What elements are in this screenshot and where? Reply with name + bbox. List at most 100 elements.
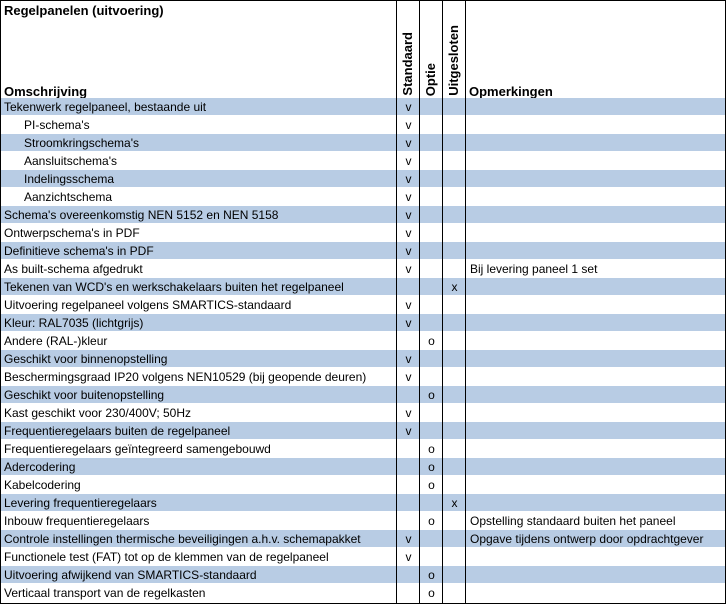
row-excluded-mark bbox=[443, 584, 466, 601]
row-option-mark bbox=[420, 314, 443, 331]
row-description: Tekenen van WCD's en werkschakelaars bui… bbox=[4, 280, 344, 294]
row-description: Aanzichtschema bbox=[24, 190, 113, 204]
header-option-cell: Optie bbox=[420, 1, 443, 98]
row-excluded-mark: x bbox=[451, 496, 458, 510]
row-remarks bbox=[466, 224, 725, 241]
row-description: Frequentieregelaars buiten de regelpanee… bbox=[4, 424, 231, 438]
row-remarks bbox=[466, 440, 725, 457]
row-standard-mark bbox=[397, 278, 420, 295]
row-standard-mark: v bbox=[405, 154, 412, 168]
row-option-mark: o bbox=[428, 442, 435, 456]
row-option-mark bbox=[420, 368, 443, 385]
column-divider bbox=[465, 98, 466, 603]
row-remarks bbox=[466, 476, 725, 493]
column-divider bbox=[442, 1, 443, 98]
row-excluded-mark bbox=[443, 512, 466, 529]
row-description: Tekenwerk regelpaneel, bestaande uit bbox=[4, 100, 207, 114]
table-row: Aansluitschema's v bbox=[1, 152, 725, 170]
header-remarks: Opmerkingen bbox=[469, 84, 553, 99]
row-description: Verticaal transport van de regelkasten bbox=[4, 586, 206, 600]
table-row: Verticaal transport van de regelkasten o bbox=[1, 584, 725, 602]
row-standard-mark: v bbox=[405, 262, 412, 276]
row-remarks: Opgave tijdens ontwerp door opdrachtgeve… bbox=[470, 532, 704, 546]
table-row: Stroomkringschema's v bbox=[1, 134, 725, 152]
row-option-mark bbox=[420, 188, 443, 205]
row-excluded-mark bbox=[443, 422, 466, 439]
row-excluded-mark bbox=[443, 350, 466, 367]
table-row: Inbouw frequentieregelaars o Opstelling st… bbox=[1, 512, 725, 530]
row-remarks: Opstelling standaard buiten het paneel bbox=[470, 514, 676, 528]
row-excluded-mark bbox=[443, 170, 466, 187]
row-standard-mark: v bbox=[405, 190, 412, 204]
row-standard-mark: v bbox=[405, 316, 412, 330]
row-description: Geschikt voor buitenopstelling bbox=[4, 388, 165, 402]
table-row: Levering frequentieregelaars x bbox=[1, 494, 725, 512]
row-remarks bbox=[466, 566, 725, 583]
row-remarks bbox=[466, 494, 725, 511]
row-remarks bbox=[466, 170, 725, 187]
row-description: Uitvoering afwijkend van SMARTICS-standa… bbox=[4, 568, 257, 582]
row-description: Kabelcodering bbox=[4, 478, 81, 492]
row-description: Stroomkringschema's bbox=[24, 136, 139, 150]
row-remarks bbox=[466, 98, 725, 115]
row-description: Adercodering bbox=[4, 460, 76, 474]
row-description: PI-schema's bbox=[24, 118, 90, 132]
row-description: Frequentieregelaars geïntegreerd samenge… bbox=[4, 442, 271, 456]
row-standard-mark bbox=[397, 458, 420, 475]
row-excluded-mark bbox=[443, 566, 466, 583]
row-standard-mark bbox=[397, 584, 420, 601]
header-standard: Standaard bbox=[400, 32, 415, 96]
row-option-mark bbox=[420, 242, 443, 259]
table-row: Frequentieregelaars geïntegreerd samenge… bbox=[1, 440, 725, 458]
row-excluded-mark bbox=[443, 260, 466, 277]
sheet-title: Regelpanelen (uitvoering) bbox=[4, 3, 164, 18]
table-row: Tekenwerk regelpaneel, bestaande uit v bbox=[1, 98, 725, 116]
row-option-mark bbox=[420, 260, 443, 277]
table-row: Kleur: RAL7035 (lichtgrijs) v bbox=[1, 314, 725, 332]
table-row: Beschermingsgraad IP20 volgens NEN10529 … bbox=[1, 368, 725, 386]
row-remarks bbox=[466, 188, 725, 205]
row-standard-mark bbox=[397, 494, 420, 511]
row-standard-mark: v bbox=[405, 352, 412, 366]
table-row: Uitvoering regelpaneel volgens SMARTICS-… bbox=[1, 296, 725, 314]
row-option-mark bbox=[420, 134, 443, 151]
row-excluded-mark: x bbox=[451, 280, 458, 294]
column-divider bbox=[465, 1, 466, 98]
row-excluded-mark bbox=[443, 152, 466, 169]
row-remarks bbox=[466, 386, 725, 403]
row-excluded-mark bbox=[443, 548, 466, 565]
column-divider bbox=[396, 1, 397, 98]
column-divider bbox=[396, 98, 397, 603]
row-remarks bbox=[466, 278, 725, 295]
table-row: Kast geschikt voor 230/400V; 50Hz v bbox=[1, 404, 725, 422]
row-standard-mark: v bbox=[405, 370, 412, 384]
table-row: Geschikt voor buitenopstelling o bbox=[1, 386, 725, 404]
row-option-mark: o bbox=[428, 568, 435, 582]
row-option-mark bbox=[420, 206, 443, 223]
row-excluded-mark bbox=[443, 98, 466, 115]
row-excluded-mark bbox=[443, 242, 466, 259]
row-excluded-mark bbox=[443, 458, 466, 475]
row-excluded-mark bbox=[443, 404, 466, 421]
row-standard-mark: v bbox=[405, 406, 412, 420]
row-standard-mark: v bbox=[405, 100, 412, 114]
row-standard-mark: v bbox=[405, 226, 412, 240]
row-option-mark bbox=[420, 224, 443, 241]
table-row: Uitvoering afwijkend van SMARTICS-standa… bbox=[1, 566, 725, 584]
row-excluded-mark bbox=[443, 368, 466, 385]
row-remarks bbox=[466, 314, 725, 331]
row-description: Uitvoering regelpaneel volgens SMARTICS-… bbox=[4, 298, 292, 312]
row-excluded-mark bbox=[443, 314, 466, 331]
row-standard-mark: v bbox=[405, 550, 412, 564]
header-standard-cell: Standaard bbox=[397, 1, 420, 98]
table-row: As built-schema afgedrukt v Bij levering p… bbox=[1, 260, 725, 278]
row-standard-mark bbox=[397, 566, 420, 583]
row-remarks bbox=[466, 242, 725, 259]
row-excluded-mark bbox=[443, 530, 466, 547]
row-option-mark bbox=[420, 278, 443, 295]
row-excluded-mark bbox=[443, 206, 466, 223]
table-row: Geschikt voor binnenopstelling v bbox=[1, 350, 725, 368]
row-option-mark bbox=[420, 350, 443, 367]
row-remarks bbox=[466, 152, 725, 169]
row-remarks bbox=[466, 206, 725, 223]
